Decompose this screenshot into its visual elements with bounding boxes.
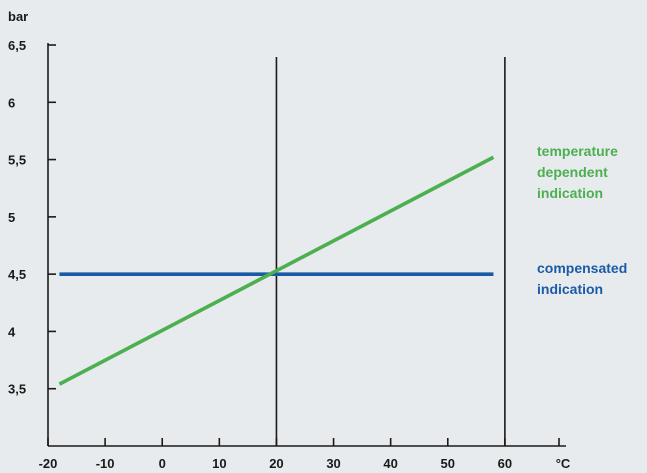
y-tick-label: 4,5 xyxy=(8,267,26,282)
x-tick-label: -10 xyxy=(96,456,115,471)
axes xyxy=(47,43,566,447)
legend-label: dependent xyxy=(537,164,608,180)
legend: temperature dependent indication compensate… xyxy=(537,143,627,297)
x-tick-label: 40 xyxy=(383,456,397,471)
y-tick-label: 5 xyxy=(8,210,15,225)
x-axis-unit-label: °C xyxy=(556,456,571,471)
y-tick-label: 6 xyxy=(8,95,15,110)
y-tick-label: 4 xyxy=(8,324,16,339)
x-tick-label: 10 xyxy=(212,456,226,471)
y-tick-label: 5,5 xyxy=(8,153,26,168)
reference-lines xyxy=(275,57,506,446)
x-ticks: -20 -10 0 10 20 30 40 50 60 xyxy=(39,438,560,471)
x-tick-label: 20 xyxy=(269,456,283,471)
x-tick-label: 0 xyxy=(159,456,166,471)
y-ticks: 3,5 4 4,5 5 5,5 6 6,5 xyxy=(8,38,56,397)
y-axis-unit-label: bar xyxy=(8,9,28,24)
legend-label: indication xyxy=(537,281,603,297)
x-tick-label: 30 xyxy=(326,456,340,471)
x-tick-label: 60 xyxy=(498,456,512,471)
y-tick-label: 3,5 xyxy=(8,382,26,397)
legend-label: indication xyxy=(537,185,603,201)
legend-label: compensated xyxy=(537,260,627,276)
legend-label: temperature xyxy=(537,143,618,159)
x-tick-label: 50 xyxy=(441,456,455,471)
series-line xyxy=(58,155,495,386)
series-lines xyxy=(58,155,495,386)
y-tick-label: 6,5 xyxy=(8,38,26,53)
x-tick-label: -20 xyxy=(39,456,58,471)
